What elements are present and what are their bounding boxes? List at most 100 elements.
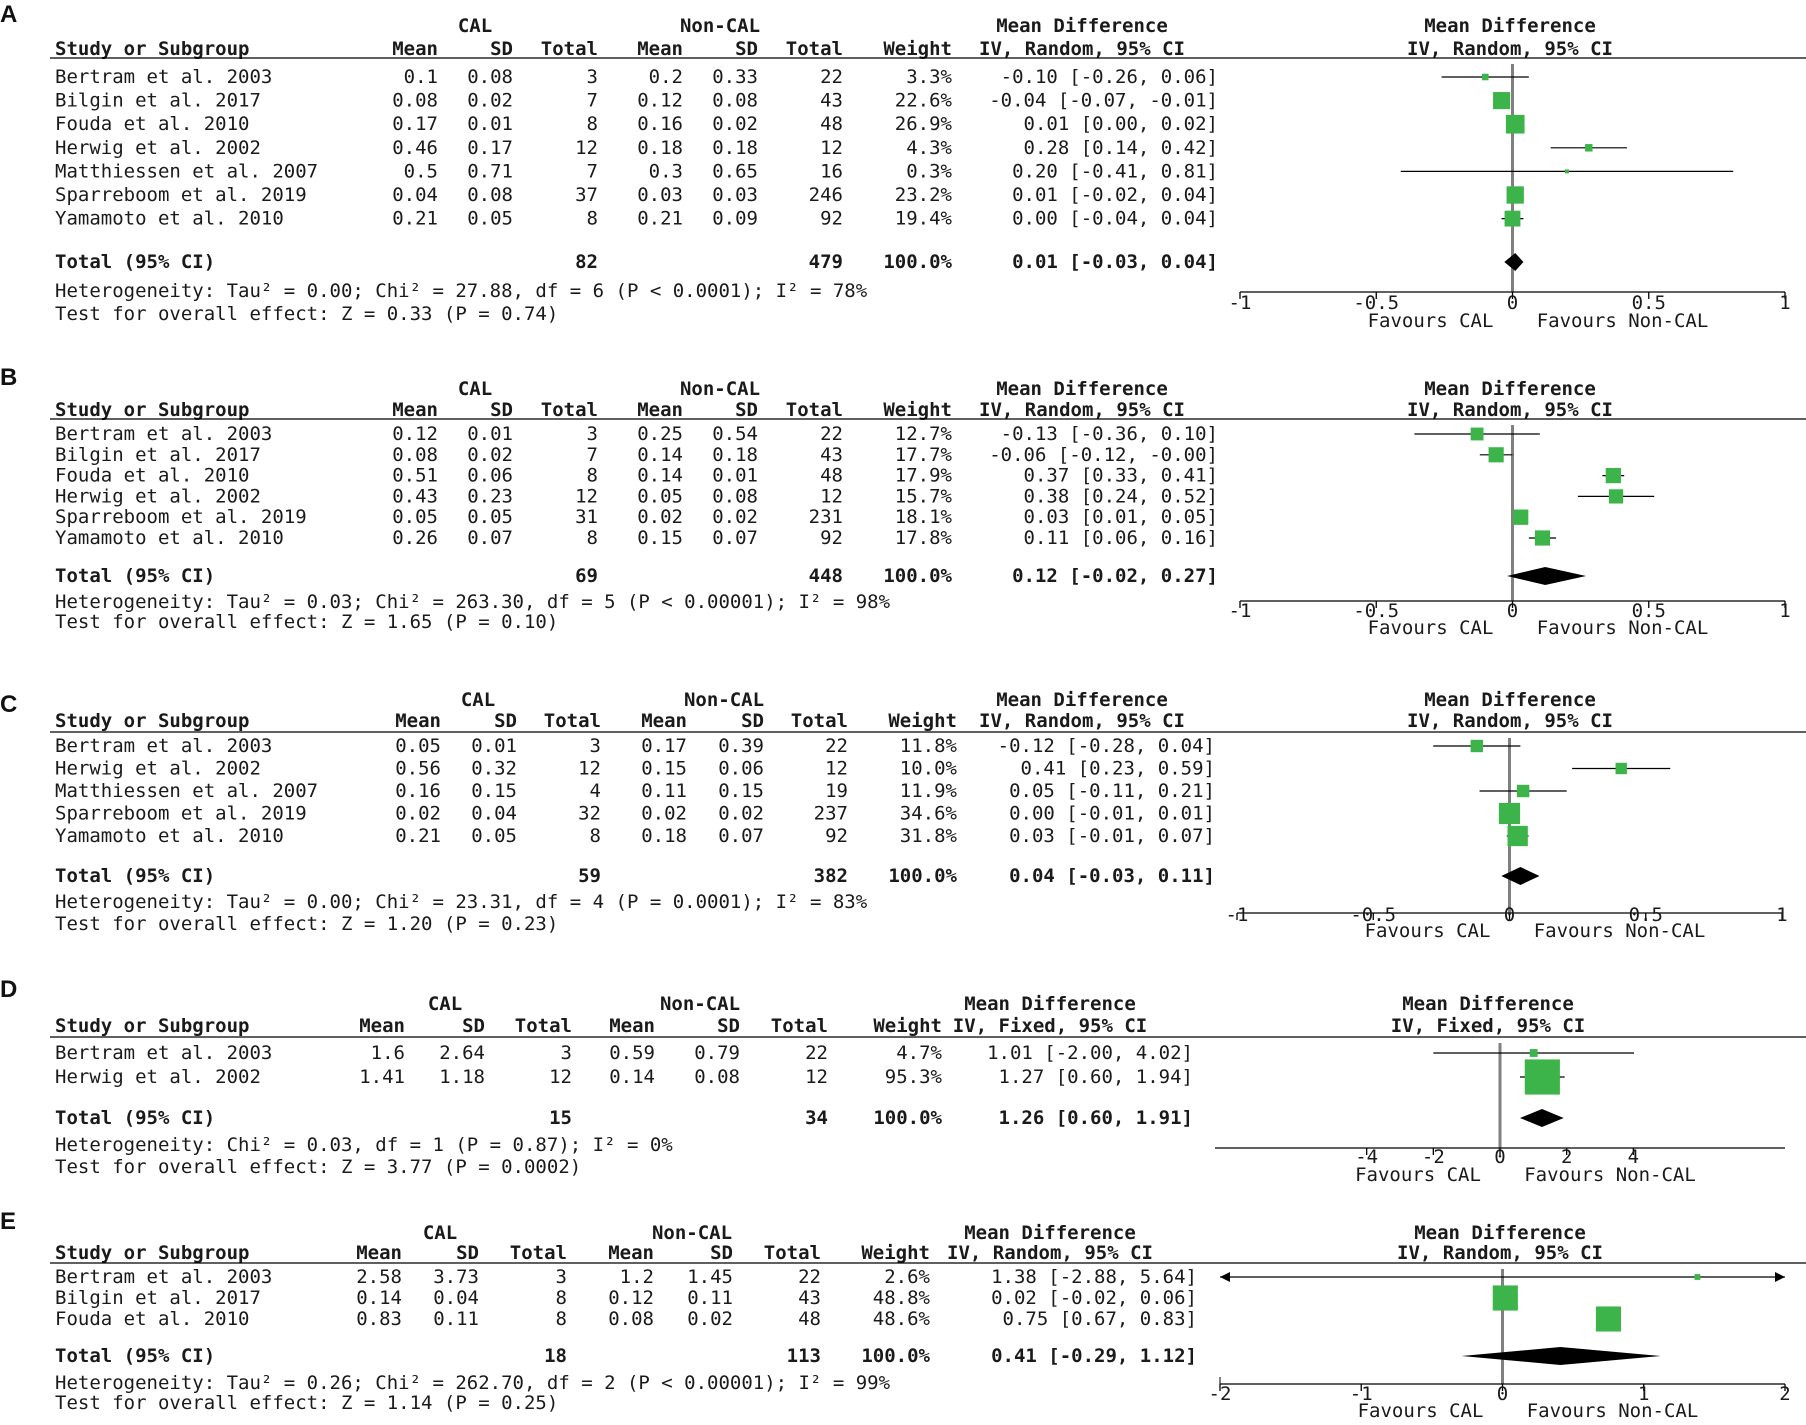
mean2-value: 0.14 (637, 465, 683, 487)
x-tick-label: 4 (1628, 1146, 1639, 1168)
sd2-value: 1.45 (687, 1266, 733, 1288)
x-tick-label: -2 (1209, 1383, 1232, 1405)
col-sd1-header: SD (456, 1242, 479, 1264)
plot-title: Mean Difference (1424, 378, 1596, 400)
col-mean1-header: Mean (395, 710, 441, 732)
weight-value: 19.4% (895, 208, 953, 230)
x-tick-label: 0.5 (1632, 600, 1666, 622)
total-label: Total (95% CI) (55, 565, 215, 587)
mean2-value: 0.05 (637, 485, 683, 507)
favours-left-label: Favours CAL (1368, 310, 1494, 332)
col-sd2-header: SD (735, 38, 758, 60)
md-header-top: Mean Difference (996, 378, 1168, 400)
study-effect-box (1493, 92, 1511, 110)
md-ci-value: 0.01 [0.00, 0.02] (1024, 113, 1218, 135)
total2-sum: 34 (805, 1107, 828, 1129)
md-header-bottom: IV, Random, 95% CI (947, 1242, 1153, 1264)
panel-label-E: E (0, 1208, 16, 1235)
weight-value: 95.3% (885, 1066, 943, 1088)
mean2-value: 0.08 (608, 1308, 654, 1330)
col-weight-header: Weight (883, 399, 952, 421)
mean1-value: 0.83 (356, 1308, 402, 1330)
study-name: Bertram et al. 2003 (55, 423, 272, 445)
mean2-value: 0.03 (637, 184, 683, 206)
total2-sum: 382 (814, 865, 848, 887)
study-name: Sparreboom et al. 2019 (55, 506, 307, 528)
total1-value: 7 (587, 90, 598, 112)
total1-value: 7 (587, 444, 598, 466)
col-mean1-header: Mean (356, 1242, 402, 1264)
mean2-value: 0.21 (637, 208, 683, 230)
sd2-value: 0.02 (687, 1308, 733, 1330)
mean1-value: 1.41 (359, 1066, 405, 1088)
total-label: Total (95% CI) (55, 251, 215, 273)
col-study-header: Study or Subgroup (55, 710, 249, 732)
sd2-value: 0.33 (712, 66, 758, 88)
study-name: Bertram et al. 2003 (55, 1266, 272, 1288)
sd2-value: 0.11 (687, 1287, 733, 1309)
sd1-value: 0.23 (467, 485, 513, 507)
md-header-top: Mean Difference (964, 993, 1136, 1015)
x-tick-label: 0.5 (1629, 904, 1663, 926)
weight-value: 18.1% (895, 506, 953, 528)
mean2-value: 0.16 (637, 113, 683, 135)
group1-header: CAL (458, 378, 492, 400)
col-mean1-header: Mean (392, 38, 438, 60)
total2-value: 22 (820, 66, 843, 88)
col-total1-header: Total (510, 1242, 567, 1264)
total1-value: 7 (587, 160, 598, 182)
mean2-value: 0.15 (637, 527, 683, 549)
md-ci-value: -0.04 [-0.07, -0.01] (989, 90, 1218, 112)
total2-value: 43 (798, 1287, 821, 1309)
weight-value: 4.7% (896, 1042, 942, 1064)
study-effect-box (1498, 802, 1521, 825)
total1-value: 3 (587, 66, 598, 88)
total1-value: 8 (590, 825, 601, 847)
favours-left-label: Favours CAL (1365, 920, 1491, 942)
md-header-top: Mean Difference (964, 1222, 1136, 1244)
panel-label-C: C (0, 691, 17, 718)
sd2-value: 0.15 (718, 780, 764, 802)
x-tick-label: 0 (1507, 600, 1518, 622)
study-effect-box (1470, 739, 1483, 753)
study-effect-box (1506, 186, 1524, 204)
sd1-value: 0.11 (433, 1308, 479, 1330)
sd1-value: 1.18 (439, 1066, 485, 1088)
sd2-value: 0.18 (712, 444, 758, 466)
plot-subtitle: IV, Random, 95% CI (1407, 399, 1613, 421)
md-ci-value: 1.01 [-2.00, 4.02] (987, 1042, 1193, 1064)
study-name: Fouda et al. 2010 (55, 113, 249, 135)
total-weight: 100.0% (861, 1345, 930, 1367)
total1-value: 3 (590, 735, 601, 757)
mean1-value: 0.17 (392, 113, 438, 135)
col-total2-header: Total (764, 1242, 821, 1264)
study-name: Yamamoto et al. 2010 (55, 527, 284, 549)
x-tick-label: -1 (1229, 600, 1252, 622)
mean1-value: 1.6 (371, 1042, 405, 1064)
mean2-value: 0.2 (649, 66, 683, 88)
col-study-header: Study or Subgroup (55, 38, 249, 60)
panel-label-A: A (0, 1, 17, 28)
total2-value: 16 (820, 160, 843, 182)
study-name: Fouda et al. 2010 (55, 465, 249, 487)
x-tick-label: 0 (1504, 904, 1515, 926)
total1-value: 8 (556, 1308, 567, 1330)
sd2-value: 0.02 (712, 113, 758, 135)
sd1-value: 0.01 (471, 735, 517, 757)
col-weight-header: Weight (888, 710, 957, 732)
total1-value: 8 (587, 208, 598, 230)
total2-value: 246 (809, 184, 843, 206)
total1-value: 8 (587, 113, 598, 135)
total1-value: 12 (578, 758, 601, 780)
col-total1-header: Total (541, 399, 598, 421)
total-label: Total (95% CI) (55, 1107, 215, 1129)
total1-value: 3 (587, 423, 598, 445)
sd2-value: 0.03 (712, 184, 758, 206)
study-effect-box (1481, 73, 1489, 81)
x-tick-label: -4 (1355, 1146, 1378, 1168)
sd2-value: 0.07 (712, 527, 758, 549)
sd1-value: 0.01 (467, 423, 513, 445)
md-ci-value: -0.12 [-0.28, 0.04] (998, 735, 1215, 757)
favours-right-label: Favours Non-CAL (1527, 1400, 1699, 1422)
